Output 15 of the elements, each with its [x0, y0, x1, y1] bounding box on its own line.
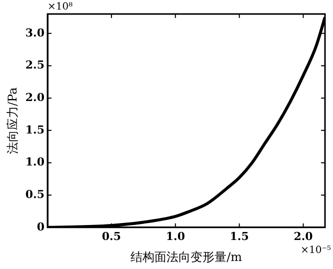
x-axis-title: 结构面法向变形量/m: [130, 250, 243, 264]
text: ×10⁸: [48, 2, 73, 13]
x-tick-label: 2.0: [294, 230, 314, 243]
y-tick-label: 3.0: [25, 26, 45, 40]
y-tick-label: 1.0: [25, 156, 45, 169]
x-tick-label: 0.5: [102, 230, 122, 243]
x-tick-label: 1.5: [230, 230, 249, 243]
x-tick-label: 1.0: [166, 230, 186, 243]
text: ×10⁻⁵: [300, 244, 331, 256]
y-axis-title: 法向应力/Pa: [5, 87, 20, 154]
y-tick-label: 2.0: [25, 90, 45, 104]
y-tick-label: 0: [36, 220, 45, 234]
y-tick-label: 0.5: [25, 188, 45, 201]
y-tick-label: 1.5: [25, 123, 45, 136]
y-tick-label: 2.5: [25, 58, 45, 72]
